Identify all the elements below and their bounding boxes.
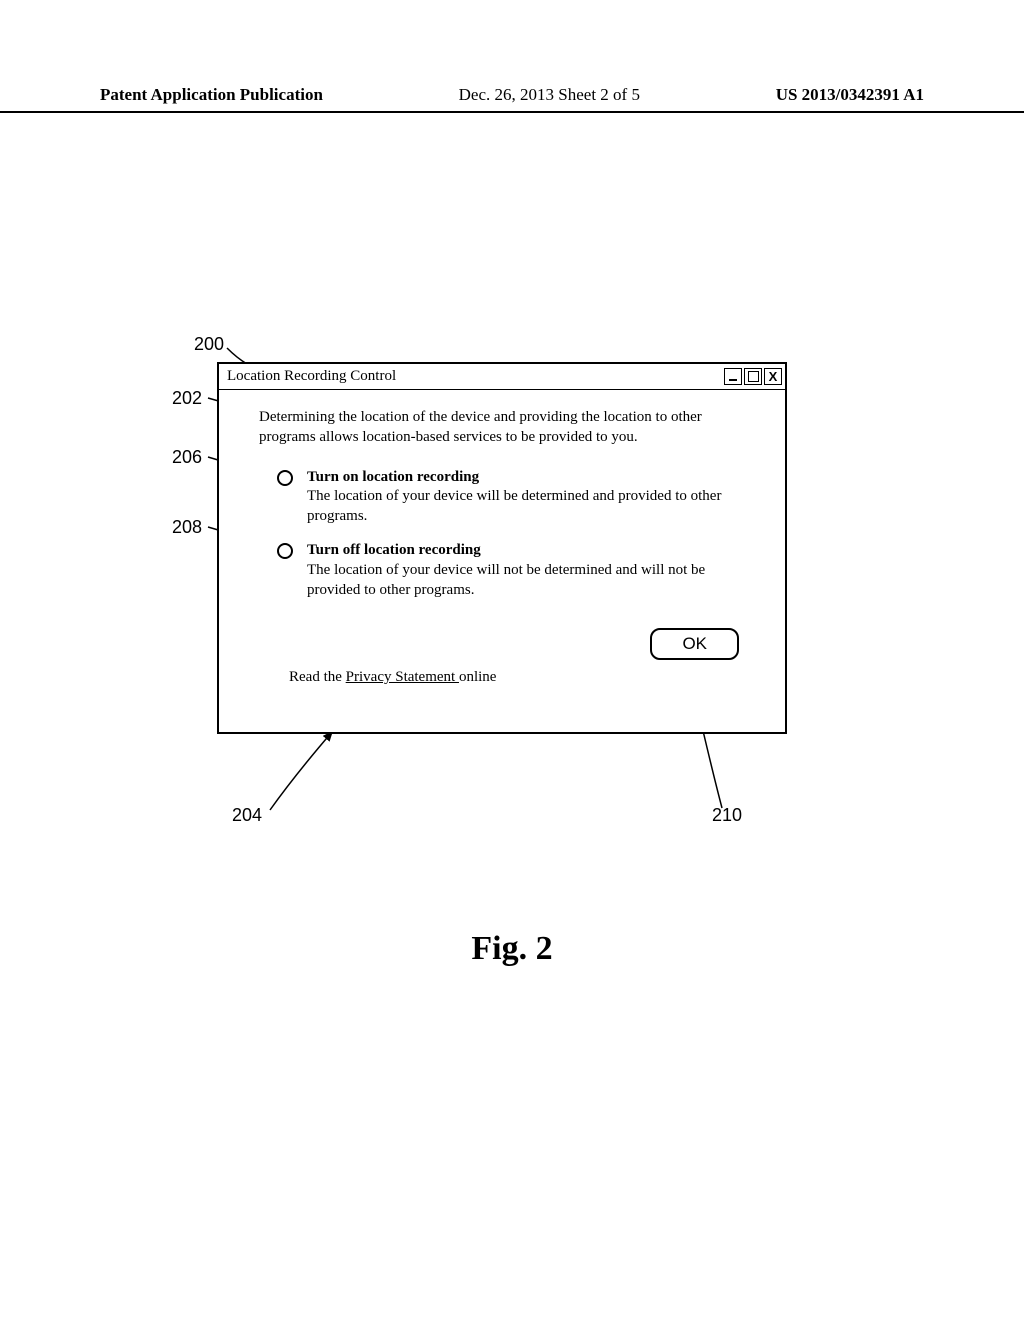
maximize-button[interactable]	[744, 368, 762, 385]
radio-on-title: Turn on location recording	[307, 468, 757, 488]
radio-off-text: Turn off location recording The location…	[307, 541, 757, 600]
radio-option-on[interactable]: Turn on location recording The location …	[259, 468, 757, 527]
ok-row: OK	[259, 628, 757, 660]
window-body: Determining the location of the device a…	[219, 390, 785, 732]
window-title: Location Recording Control	[227, 368, 396, 385]
header-left: Patent Application Publication	[100, 85, 323, 105]
radio-off-desc: The location of your device will not be …	[307, 561, 757, 601]
header-right: US 2013/0342391 A1	[776, 85, 924, 105]
privacy-link[interactable]: Privacy Statement	[346, 669, 459, 685]
callout-206: 206	[172, 447, 202, 468]
dialog-window: Location Recording Control Determining t…	[217, 362, 787, 734]
minimize-button[interactable]	[724, 368, 742, 385]
ok-button[interactable]: OK	[650, 628, 739, 660]
window-controls	[724, 368, 782, 385]
radio-icon	[277, 470, 293, 486]
titlebar: Location Recording Control	[219, 364, 785, 390]
callout-202: 202	[172, 388, 202, 409]
callout-208: 208	[172, 517, 202, 538]
close-button[interactable]	[764, 368, 782, 385]
radio-on-text: Turn on location recording The location …	[307, 468, 757, 527]
privacy-pre: Read the	[289, 669, 346, 685]
privacy-row: Read the Privacy Statement online	[259, 668, 757, 718]
radio-option-off[interactable]: Turn off location recording The location…	[259, 541, 757, 600]
radio-off-title: Turn off location recording	[307, 541, 757, 561]
header-center: Dec. 26, 2013 Sheet 2 of 5	[459, 85, 640, 105]
callout-210: 210	[712, 805, 742, 826]
page-header: Patent Application Publication Dec. 26, …	[0, 85, 1024, 113]
callout-204: 204	[232, 805, 262, 826]
intro-text: Determining the location of the device a…	[259, 408, 757, 448]
callout-200: 200	[194, 334, 224, 355]
radio-icon	[277, 543, 293, 559]
privacy-post: online	[459, 669, 497, 685]
radio-on-desc: The location of your device will be dete…	[307, 487, 757, 527]
figure-caption: Fig. 2	[0, 930, 1024, 968]
